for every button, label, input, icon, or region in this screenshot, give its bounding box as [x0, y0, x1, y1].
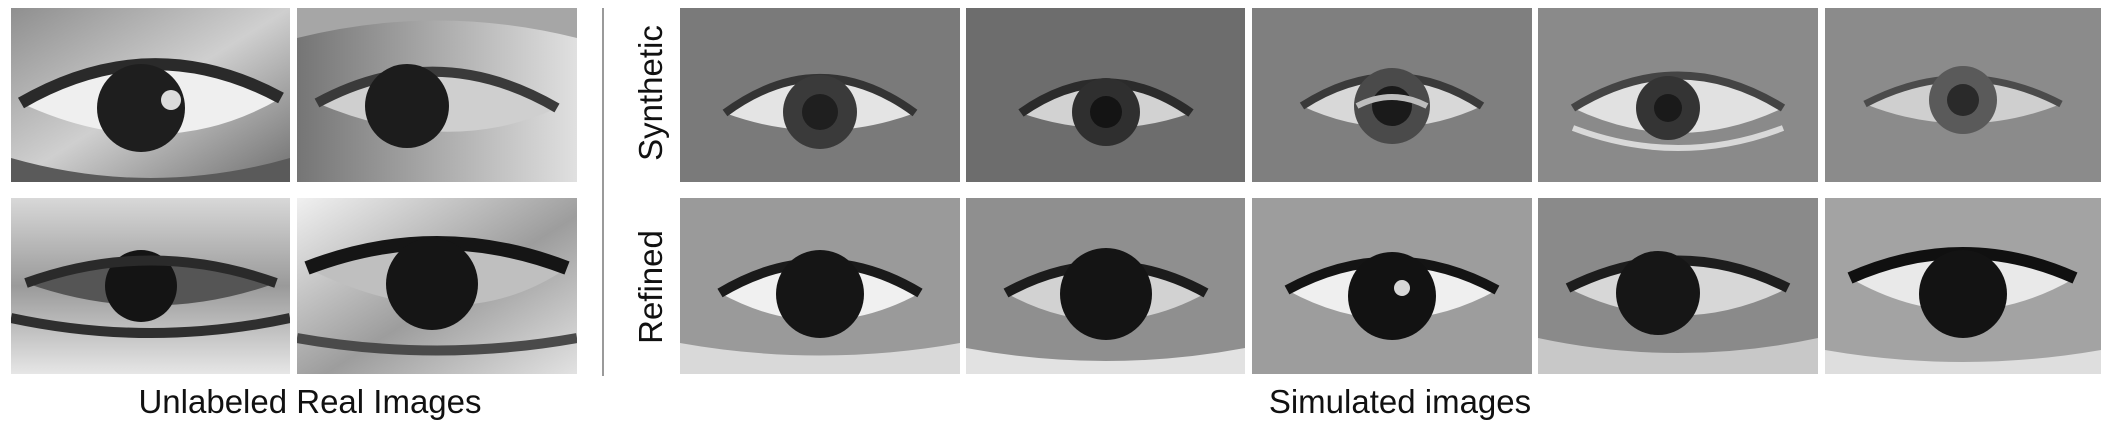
real-eye-3	[11, 198, 290, 374]
synthetic-eye-1	[680, 8, 960, 182]
synthetic-eye-2	[966, 8, 1245, 182]
synthetic-eye-4	[1538, 8, 1818, 182]
refined-eye-3	[1252, 198, 1532, 374]
panel-divider	[602, 8, 604, 376]
row-label-refined: Refined	[632, 230, 669, 344]
real-eye-1	[11, 8, 290, 182]
refined-eye-2	[966, 198, 1245, 374]
refined-eye-5	[1825, 198, 2101, 374]
refined-eye-1	[680, 198, 960, 374]
left-caption: Unlabeled Real Images	[138, 383, 482, 420]
real-eye-2	[297, 8, 577, 182]
real-eye-4	[297, 198, 577, 374]
synthetic-eye-5	[1825, 8, 2101, 182]
row-label-synthetic: Synthetic	[632, 25, 669, 161]
synthetic-eye-3	[1252, 8, 1532, 182]
right-caption: Simulated images	[1268, 383, 1532, 420]
refined-eye-4	[1538, 198, 1818, 374]
